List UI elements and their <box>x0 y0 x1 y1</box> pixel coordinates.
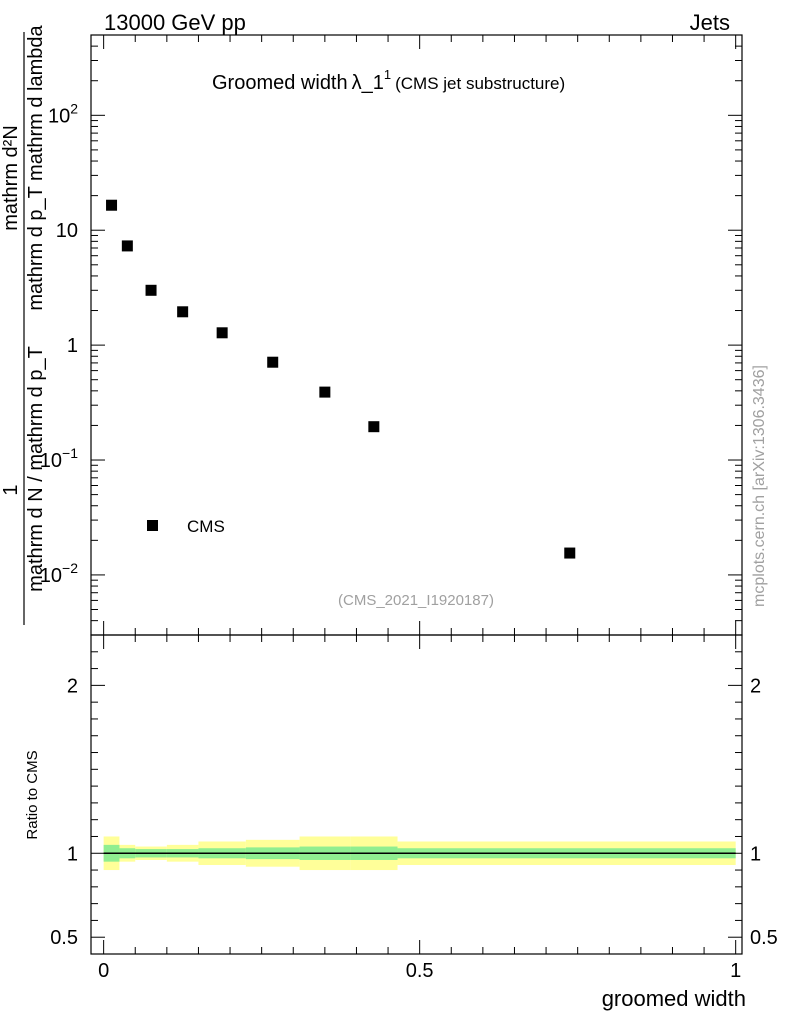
data-point-cms <box>145 284 157 296</box>
data-point-cms <box>319 386 331 398</box>
analysis-tag: (CMS_2021_I1920187) <box>338 592 494 609</box>
ratio-y-tick-label-right: 2 <box>750 675 761 697</box>
data-point-cms <box>267 356 279 368</box>
title-symbol: λ_1 <box>352 72 384 94</box>
data-point-cms <box>564 547 576 559</box>
data-point-cms <box>177 306 189 318</box>
data-point-cms <box>106 199 118 211</box>
main-y-tick-label: 102 <box>48 100 78 127</box>
title-text: Groomed width <box>212 72 348 94</box>
data-point-cms <box>216 327 228 339</box>
ratio-y-tick-label-right: 1 <box>750 843 761 865</box>
main-y-tick-label: 1 <box>67 335 78 357</box>
main-plot-title: Groomed width λ_11 (CMS jet substructure) <box>212 67 565 94</box>
title-superscript: 1 <box>384 67 391 82</box>
main-y-tick-label: 10 <box>56 220 78 242</box>
legend: CMS <box>147 517 225 536</box>
main-y-axis-label: 1 mathrm d N / mathrm d p_T mathrm d²N m… <box>0 24 47 625</box>
x-tick-label: 1 <box>730 960 741 982</box>
ratio-y-tick-label-left: 1 <box>67 843 78 865</box>
main-y-tick-label: 10−2 <box>40 560 78 587</box>
x-tick-label: 0 <box>98 960 109 982</box>
title-subtitle: (CMS jet substructure) <box>395 74 565 93</box>
header-category-label: Jets <box>690 10 730 35</box>
ratio-y-tick-label-right: 0.5 <box>750 927 778 949</box>
ylabel-lhs-numerator: 1 <box>0 484 22 495</box>
data-point-cms <box>121 240 133 252</box>
ylabel-numerator: mathrm d²N <box>0 125 22 231</box>
ylabel-lhs-denominator: mathrm d N / mathrm d p_T <box>25 346 47 592</box>
main-y-tick-label: 10−1 <box>40 445 78 472</box>
ratio-y-axis-label: Ratio to CMS <box>24 750 41 839</box>
main-data-points <box>106 199 576 559</box>
main-axis-ticks: 10−2 10−1 1 10 102 <box>40 34 742 636</box>
ratio-plot-frame <box>90 634 743 955</box>
ratio-y-tick-label-left: 0.5 <box>50 927 78 949</box>
ratio-axis-ticks: 0.5 0.5 1 1 2 2 0 0.5 1 <box>50 634 778 982</box>
legend-marker-cms <box>147 520 158 531</box>
x-axis-label: groomed width <box>602 986 746 1011</box>
ratio-y-tick-label-left: 2 <box>67 675 78 697</box>
x-tick-label: 0.5 <box>406 960 434 982</box>
ylabel-denominator: mathrm d p_T mathrm d lambda <box>25 24 47 310</box>
watermark-label: mcplots.cern.ch [arXiv:1306.3436] <box>751 365 768 607</box>
data-point-cms <box>368 421 380 433</box>
legend-label-cms: CMS <box>187 517 225 536</box>
header-energy-label: 13000 GeV pp <box>104 10 246 35</box>
main-plot-frame <box>90 34 743 636</box>
